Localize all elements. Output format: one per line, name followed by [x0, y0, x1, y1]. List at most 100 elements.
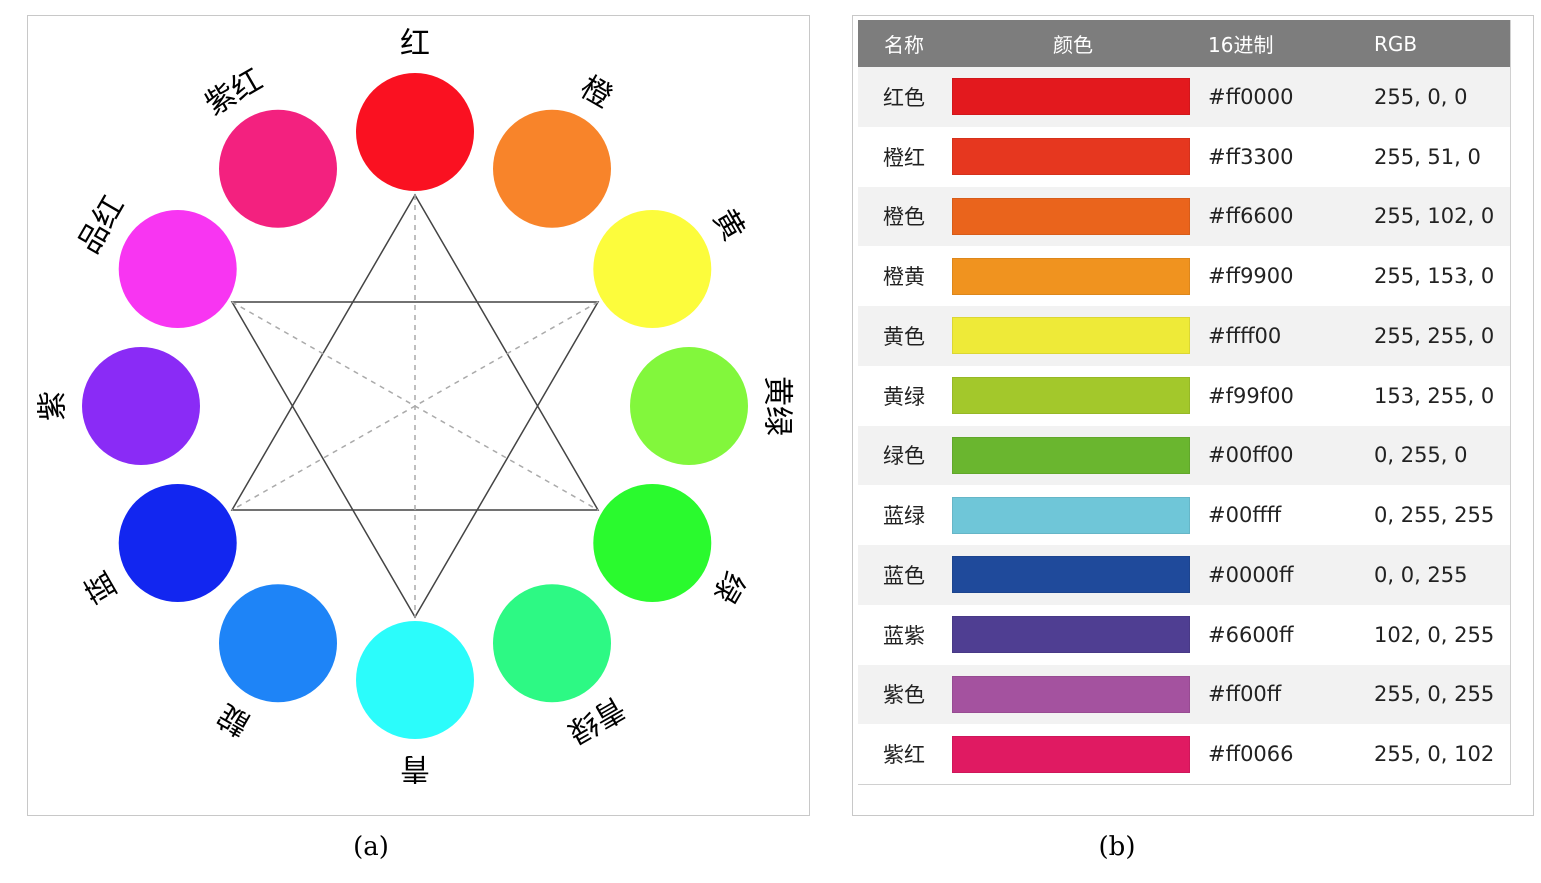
table-row: 红色 #ff0000 255, 0, 0: [858, 67, 1511, 127]
row-name: 蓝色: [858, 545, 950, 605]
color-circle: [593, 210, 712, 328]
row-hex: #f99f00: [1196, 365, 1366, 426]
color-circle: [118, 484, 237, 602]
row-rgb: 255, 153, 0: [1366, 246, 1511, 306]
wheel-label: 绿: [706, 565, 751, 608]
wheel-label: 靛: [212, 697, 255, 742]
color-circle: [493, 584, 611, 703]
wheel-label: 青: [400, 751, 430, 786]
table-header-row: 名称 颜色 16进制 RGB: [858, 20, 1511, 67]
row-hex: #ffff00: [1196, 306, 1366, 366]
upward-triangle: [230, 193, 600, 511]
row-hex: #ff3300: [1196, 126, 1366, 187]
row-hex: #0000ff: [1196, 545, 1366, 605]
row-hex: #ff9900: [1196, 246, 1366, 306]
table-row: 绿色 #00ff00 0, 255, 0: [858, 425, 1511, 486]
table-body: 红色 #ff0000 255, 0, 0 橙红 #ff3300 255, 51, 0 橙色 #…: [858, 67, 1511, 785]
row-swatch: [950, 186, 1196, 247]
row-swatch: [950, 485, 1196, 545]
row-hex: #ff0000: [1196, 67, 1366, 127]
color-swatch: [952, 616, 1190, 654]
row-name: 橙红: [858, 126, 950, 187]
row-rgb: 102, 0, 255: [1366, 604, 1511, 665]
row-rgb: 255, 102, 0: [1366, 186, 1511, 247]
color-swatch: [952, 436, 1190, 474]
row-hex: #00ff00: [1196, 425, 1366, 486]
table-row: 黄色 #ffff00 255, 255, 0: [858, 306, 1511, 366]
row-hex: #6600ff: [1196, 604, 1366, 665]
color-swatch: [952, 377, 1190, 415]
table-row: 紫色 #ff00ff 255, 0, 255: [858, 664, 1511, 725]
header-name: 名称: [858, 20, 950, 67]
color-circle: [82, 347, 200, 465]
color-circle: [493, 109, 611, 228]
row-name: 蓝紫: [858, 604, 950, 665]
downward-triangle: [230, 301, 600, 619]
dashed-diagonal: [231, 301, 599, 511]
row-rgb: 255, 255, 0: [1366, 306, 1511, 366]
wheel-label: 蓝: [79, 565, 124, 608]
row-swatch: [950, 365, 1196, 426]
row-swatch: [950, 306, 1196, 366]
row-name: 橙色: [858, 186, 950, 247]
color-circle: [630, 347, 748, 465]
wheel-label: 红: [400, 27, 430, 62]
table-row: 蓝紫 #6600ff 102, 0, 255: [858, 604, 1511, 665]
row-swatch: [950, 67, 1196, 127]
color-swatch: [952, 496, 1190, 534]
color-circle: [219, 584, 337, 703]
row-name: 蓝绿: [858, 485, 950, 545]
wheel-label: 橙: [574, 70, 617, 115]
color-circle: [219, 109, 337, 228]
color-circle: [593, 484, 712, 602]
wheel-label: 黄: [706, 203, 751, 246]
row-swatch: [950, 126, 1196, 187]
row-rgb: 0, 255, 0: [1366, 425, 1511, 486]
row-hex: #ff00ff: [1196, 664, 1366, 725]
row-rgb: 153, 255, 0: [1366, 365, 1511, 426]
row-rgb: 255, 0, 102: [1366, 724, 1511, 785]
row-rgb: 255, 0, 255: [1366, 664, 1511, 725]
color-swatch: [952, 257, 1190, 295]
row-swatch: [950, 545, 1196, 605]
color-swatch: [952, 138, 1190, 176]
row-name: 黄绿: [858, 365, 950, 426]
color-swatch: [952, 197, 1190, 235]
color-circle: [118, 210, 237, 328]
row-rgb: 0, 255, 255: [1366, 485, 1511, 545]
row-name: 红色: [858, 67, 950, 127]
color-swatch: [952, 317, 1190, 355]
wheel-label: 黄绿: [760, 376, 795, 436]
header-color: 颜色: [950, 20, 1196, 67]
row-name: 绿色: [858, 425, 950, 486]
row-rgb: 0, 0, 255: [1366, 545, 1511, 605]
color-circle: [356, 73, 474, 191]
row-rgb: 255, 0, 0: [1366, 67, 1511, 127]
wheel-label: 紫: [36, 391, 71, 421]
header-hex: 16进制: [1196, 20, 1366, 67]
color-table: 名称 颜色 16进制 RGB 红色 #ff0000 255, 0, 0 橙红 #ff33…: [858, 20, 1511, 785]
color-swatch: [952, 556, 1190, 594]
table-row: 蓝绿 #00ffff 0, 255, 255: [858, 485, 1511, 545]
caption-b: (b): [1098, 832, 1136, 862]
row-swatch: [950, 246, 1196, 306]
table-row: 紫红 #ff0066 255, 0, 102: [858, 724, 1511, 785]
table-row: 橙黄 #ff9900 255, 153, 0: [858, 246, 1511, 306]
header-rgb: RGB: [1366, 20, 1511, 67]
row-hex: #ff0066: [1196, 724, 1366, 785]
row-name: 紫红: [858, 724, 950, 785]
color-swatch: [952, 78, 1190, 116]
row-hex: #ff6600: [1196, 186, 1366, 247]
row-name: 橙黄: [858, 246, 950, 306]
row-swatch: [950, 604, 1196, 665]
row-name: 黄色: [858, 306, 950, 366]
row-swatch: [950, 724, 1196, 785]
row-swatch: [950, 664, 1196, 725]
table-row: 黄绿 #f99f00 153, 255, 0: [858, 365, 1511, 426]
row-hex: #00ffff: [1196, 485, 1366, 545]
row-rgb: 255, 51, 0: [1366, 126, 1511, 187]
caption-a: (a): [353, 832, 389, 862]
color-swatch: [952, 675, 1190, 713]
color-swatch: [952, 735, 1190, 773]
